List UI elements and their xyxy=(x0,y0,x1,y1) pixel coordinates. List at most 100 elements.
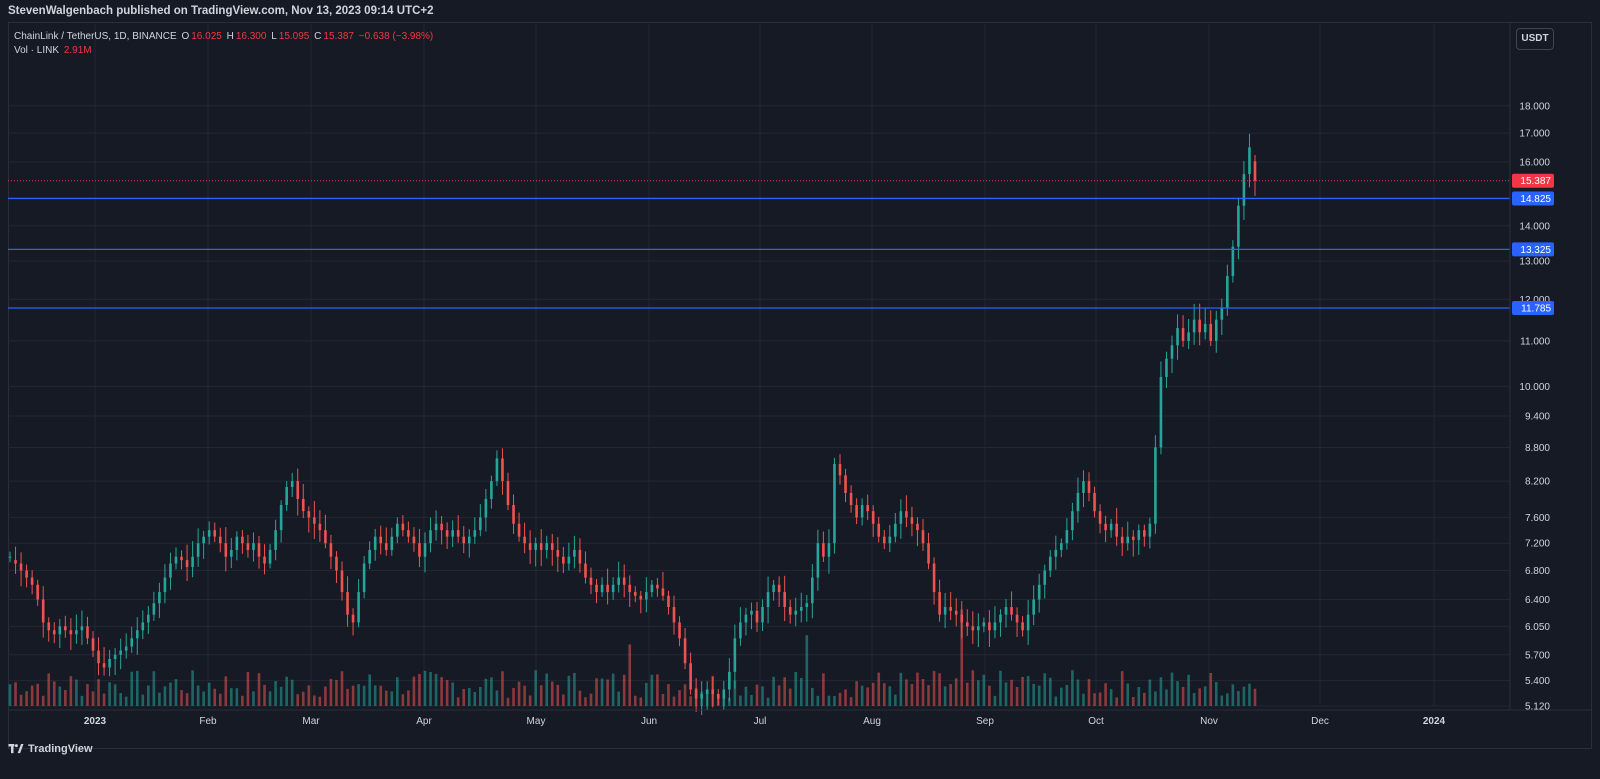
candle-body xyxy=(506,481,510,506)
volume-bar xyxy=(434,673,438,706)
candle-body xyxy=(58,626,62,635)
candle-body xyxy=(285,487,288,506)
symbol-title[interactable]: ChainLink / TetherUS, 1D, BINANCE xyxy=(14,31,177,42)
candle-body xyxy=(97,650,100,664)
candle-body xyxy=(47,622,51,631)
volume-bar xyxy=(988,685,991,706)
level-price-tag xyxy=(1512,301,1554,316)
volume-bar xyxy=(550,681,554,706)
published-text: StevenWalgenbach published on TradingVie… xyxy=(8,5,434,17)
close-value: 15.387 xyxy=(323,31,354,42)
candle-body xyxy=(429,530,432,544)
volume-bar xyxy=(30,685,34,706)
candle-body xyxy=(191,556,194,568)
low-value: 15.095 xyxy=(278,31,310,42)
y-axis-tick-label: 5.400 xyxy=(1525,676,1550,687)
candle-body xyxy=(584,563,587,578)
candle-body xyxy=(750,610,753,615)
candle-body xyxy=(318,523,322,531)
volume-bar xyxy=(335,679,338,706)
candle-body xyxy=(263,556,266,564)
y-axis-tick-label: 8.800 xyxy=(1525,443,1550,454)
y-axis-tick-label: 9.400 xyxy=(1525,411,1550,422)
volume-bar xyxy=(102,693,106,706)
candle-body xyxy=(1015,614,1019,623)
candle-body xyxy=(86,626,89,639)
volume-bar xyxy=(971,670,975,706)
candle-body xyxy=(19,563,23,571)
ohlc-row: ChainLink / TetherUS, 1D, BINANCE O 16.02… xyxy=(14,30,435,44)
candle-body xyxy=(324,530,327,544)
volume-bar xyxy=(1087,679,1091,706)
y-axis-tick-label: 14.000 xyxy=(1519,221,1550,232)
candle-body xyxy=(600,584,604,593)
currency-unit-button[interactable]: USDT xyxy=(1516,28,1554,50)
candle-body xyxy=(158,592,161,604)
volume-bar xyxy=(916,672,919,706)
volume-bar xyxy=(1076,679,1080,706)
volume-bar xyxy=(523,685,526,706)
volume-bar xyxy=(263,684,266,706)
volume-bar xyxy=(202,691,205,706)
volume-bar xyxy=(1181,686,1185,706)
candle-body xyxy=(329,543,333,557)
candle-body xyxy=(927,543,930,564)
volume-bar xyxy=(943,686,947,706)
volume-bar xyxy=(667,684,670,706)
candle-body xyxy=(484,498,488,518)
candle-body xyxy=(938,592,941,615)
candle-body xyxy=(1143,530,1146,537)
candle-body xyxy=(80,626,84,631)
candle-body xyxy=(434,523,438,531)
volume-bar xyxy=(595,678,598,706)
candle-body xyxy=(667,595,670,607)
volume-bar xyxy=(456,697,460,706)
candle-body xyxy=(1109,523,1113,531)
volume-label[interactable]: Vol · LINK xyxy=(14,45,60,56)
volume-row: Vol · LINK 2.91M xyxy=(14,44,435,58)
candle-body xyxy=(816,543,820,578)
level-price-tag xyxy=(1512,242,1554,257)
candle-body xyxy=(744,614,748,623)
candle-body xyxy=(1060,543,1063,550)
candle-body xyxy=(1209,323,1213,341)
y-axis-tick-label: 5.120 xyxy=(1525,702,1550,713)
volume-bar xyxy=(562,694,565,706)
candle-body xyxy=(1181,328,1185,341)
x-axis-tick-label: Apr xyxy=(416,716,432,727)
volume-bar xyxy=(1220,695,1224,706)
volume-bar xyxy=(1187,674,1190,706)
volume-bar xyxy=(645,682,648,706)
candle-body xyxy=(877,523,881,537)
candle-body xyxy=(490,481,493,499)
candle-body xyxy=(357,592,360,623)
candle-body xyxy=(213,530,217,537)
volume-bar xyxy=(41,695,45,706)
x-axis-tick-label: Aug xyxy=(863,716,881,727)
volume-bar xyxy=(606,679,609,706)
candle-body xyxy=(672,606,676,623)
volume-bar xyxy=(744,686,748,706)
volume-bar xyxy=(396,677,399,706)
candle-body xyxy=(268,549,272,564)
chart-pane[interactable] xyxy=(8,22,1592,749)
volume-bar xyxy=(113,684,117,706)
candle-body xyxy=(827,543,831,557)
candle-body xyxy=(1248,147,1251,175)
tradingview-footer[interactable]: TradingView xyxy=(8,740,93,758)
volume-bar xyxy=(600,678,604,706)
volume-bar xyxy=(479,686,482,706)
volume-bar xyxy=(1010,679,1013,706)
candle-body xyxy=(523,536,526,544)
volume-bar xyxy=(1115,697,1118,706)
candle-body xyxy=(755,610,759,623)
candle-body xyxy=(943,606,947,615)
volume-bar xyxy=(1098,692,1102,706)
candle-body xyxy=(8,556,12,558)
volume-bar xyxy=(368,674,371,706)
volume-bar xyxy=(1065,684,1069,706)
candle-body xyxy=(1137,530,1141,540)
volume-bar xyxy=(766,697,770,706)
volume-bar xyxy=(75,679,78,706)
